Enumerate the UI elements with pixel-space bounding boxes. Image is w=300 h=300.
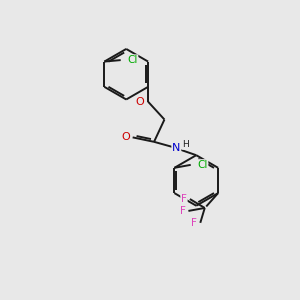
Text: O: O	[135, 97, 144, 107]
Text: N: N	[172, 143, 181, 153]
Text: F: F	[179, 206, 185, 216]
Text: H: H	[182, 140, 189, 149]
Text: F: F	[191, 218, 197, 228]
Text: O: O	[122, 132, 130, 142]
Text: F: F	[181, 194, 187, 204]
Text: Cl: Cl	[197, 160, 208, 170]
Text: Cl: Cl	[127, 55, 138, 65]
